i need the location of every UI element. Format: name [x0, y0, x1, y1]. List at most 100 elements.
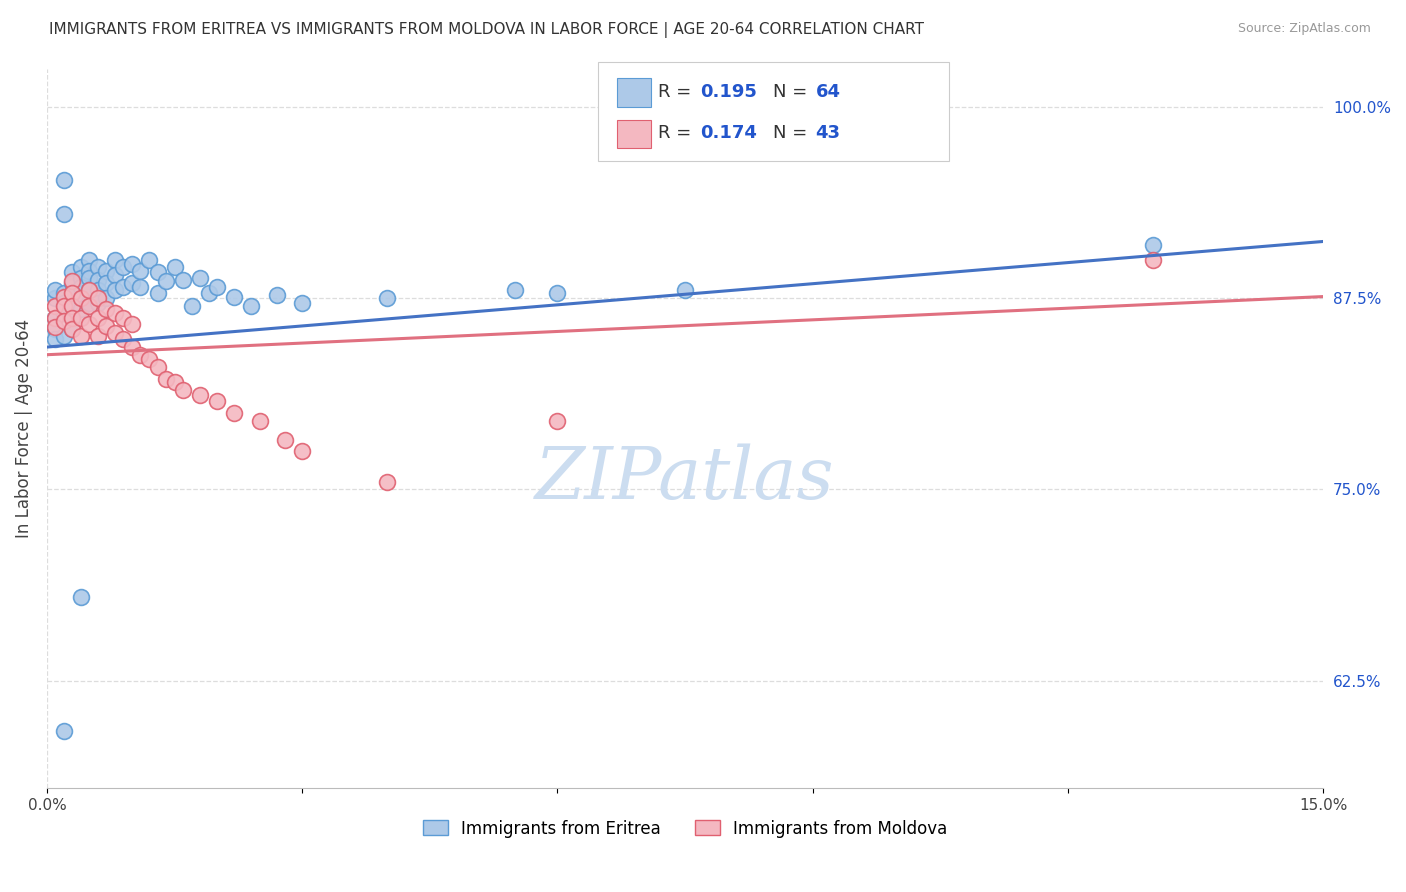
Point: [112, 280, 135, 294]
Point: [62, 299, 84, 313]
Point: [138, 352, 160, 367]
Point: [70, 260, 93, 275]
Point: [52, 286, 75, 301]
Point: [62, 310, 84, 325]
Point: [163, 260, 186, 275]
Point: [79, 317, 101, 331]
Point: [44, 321, 66, 335]
Text: 64: 64: [815, 83, 841, 101]
Point: [44, 310, 66, 325]
Point: [87, 310, 110, 325]
Point: [180, 299, 202, 313]
Y-axis label: In Labor Force | Age 20-64: In Labor Force | Age 20-64: [15, 318, 32, 538]
Point: [375, 291, 398, 305]
Point: [52, 306, 75, 320]
Point: [291, 295, 314, 310]
Text: Source: ZipAtlas.com: Source: ZipAtlas.com: [1237, 22, 1371, 36]
Point: [104, 284, 127, 298]
Point: [52, 724, 75, 739]
Point: [375, 475, 398, 489]
Point: [62, 321, 84, 335]
Point: [52, 295, 75, 310]
Point: [62, 286, 84, 301]
Point: [70, 291, 93, 305]
Point: [52, 329, 75, 343]
Point: [79, 252, 101, 267]
Point: [129, 280, 152, 294]
Point: [112, 310, 135, 325]
Text: 0.195: 0.195: [700, 83, 756, 101]
Point: [96, 276, 118, 290]
Point: [62, 265, 84, 279]
Point: [112, 333, 135, 347]
Point: [205, 280, 228, 294]
Point: [1142, 237, 1164, 252]
Point: [70, 291, 93, 305]
Legend: Immigrants from Eritrea, Immigrants from Moldova: Immigrants from Eritrea, Immigrants from…: [416, 813, 953, 844]
Point: [62, 274, 84, 288]
Text: R =: R =: [658, 124, 697, 142]
Point: [62, 299, 84, 313]
Point: [172, 273, 194, 287]
Point: [146, 265, 169, 279]
Point: [197, 286, 219, 301]
Point: [87, 329, 110, 343]
Point: [96, 263, 118, 277]
Point: [44, 310, 66, 325]
Point: [79, 263, 101, 277]
Point: [205, 393, 228, 408]
Point: [129, 348, 152, 362]
Point: [138, 252, 160, 267]
Point: [62, 286, 84, 301]
Text: ZIPatlas: ZIPatlas: [536, 443, 835, 514]
Point: [79, 271, 101, 285]
Point: [222, 406, 245, 420]
Point: [172, 383, 194, 397]
Point: [274, 434, 297, 448]
Point: [70, 271, 93, 285]
Text: R =: R =: [658, 83, 697, 101]
Point: [70, 590, 93, 604]
Point: [121, 340, 143, 354]
Point: [266, 288, 288, 302]
Point: [121, 276, 143, 290]
Point: [52, 299, 75, 313]
Point: [503, 284, 526, 298]
Point: [52, 173, 75, 187]
Point: [129, 263, 152, 277]
Point: [79, 284, 101, 298]
Point: [70, 310, 93, 325]
Point: [87, 284, 110, 298]
Point: [546, 286, 568, 301]
Point: [87, 273, 110, 287]
Point: [104, 268, 127, 282]
Text: N =: N =: [773, 83, 813, 101]
Point: [62, 321, 84, 335]
Text: 0.174: 0.174: [700, 124, 756, 142]
Point: [146, 286, 169, 301]
Point: [70, 280, 93, 294]
Point: [70, 329, 93, 343]
Point: [44, 333, 66, 347]
Point: [121, 317, 143, 331]
Point: [1142, 252, 1164, 267]
Point: [121, 257, 143, 271]
Point: [44, 320, 66, 334]
Point: [673, 284, 696, 298]
Point: [249, 413, 271, 427]
Text: N =: N =: [773, 124, 813, 142]
Point: [70, 301, 93, 316]
Point: [155, 372, 177, 386]
Point: [52, 314, 75, 328]
Point: [44, 291, 66, 305]
Point: [44, 299, 66, 313]
Point: [155, 274, 177, 288]
Point: [240, 299, 263, 313]
Point: [96, 301, 118, 316]
Point: [188, 387, 211, 401]
Point: [104, 326, 127, 341]
Point: [79, 299, 101, 313]
Point: [104, 252, 127, 267]
Point: [146, 359, 169, 374]
Point: [112, 260, 135, 275]
